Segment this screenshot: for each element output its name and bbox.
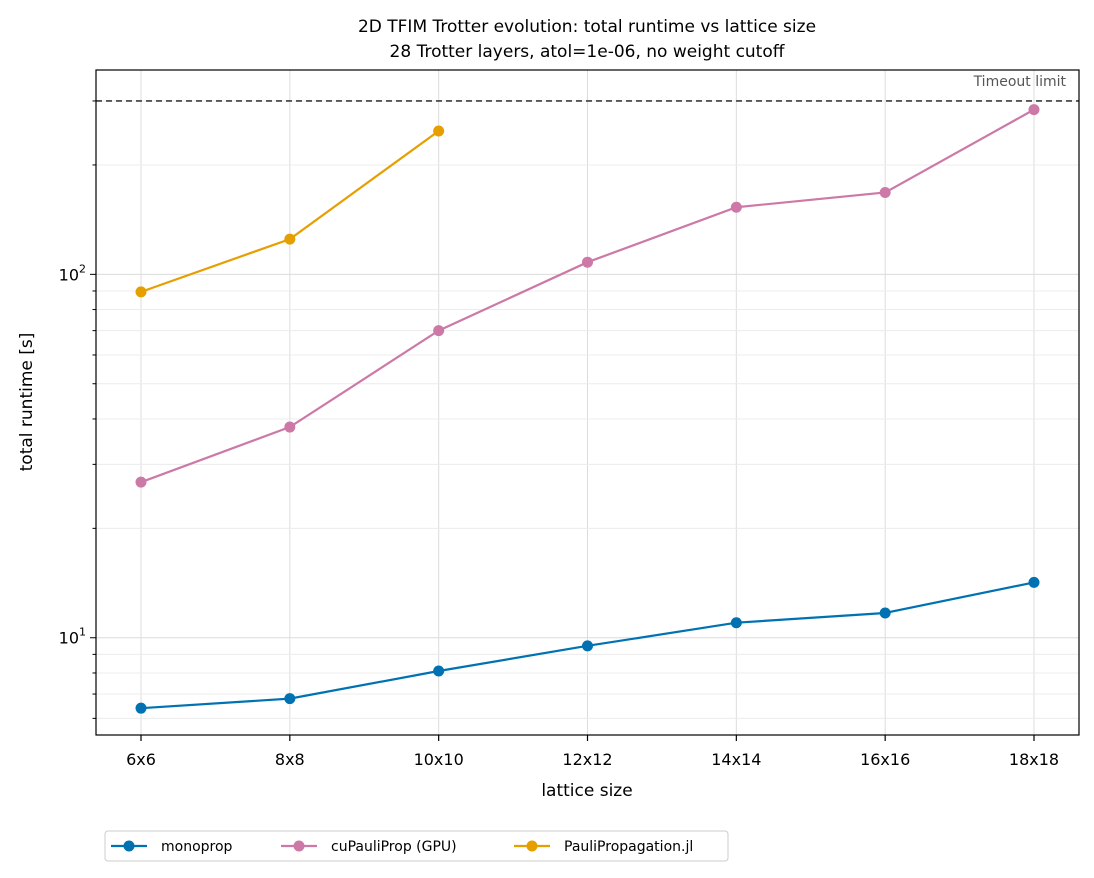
grid bbox=[96, 70, 1079, 735]
x-axis-ticks: 6x6 8x8 10x10 12x12 14x14 16x16 18x18 bbox=[126, 735, 1059, 769]
y-tick-label: 101 bbox=[59, 626, 86, 648]
chart-subtitle: 28 Trotter layers, atol=1e-06, no weight… bbox=[390, 42, 786, 62]
legend: monoprop cuPauliProp (GPU) PauliPropagatio… bbox=[104, 830, 729, 862]
data-point bbox=[284, 233, 296, 245]
data-point bbox=[1028, 104, 1040, 116]
data-point bbox=[730, 201, 742, 213]
x-tick-label: 12x12 bbox=[562, 750, 612, 769]
data-point bbox=[135, 476, 147, 488]
legend-swatch-marker bbox=[526, 840, 538, 852]
data-point bbox=[433, 665, 445, 677]
data-point bbox=[879, 186, 891, 198]
x-tick-label: 18x18 bbox=[1009, 750, 1059, 769]
data-point bbox=[135, 286, 147, 298]
timeout-label: Timeout limit bbox=[973, 74, 1067, 90]
legend-label: cuPauliProp (GPU) bbox=[331, 839, 457, 855]
data-point bbox=[433, 325, 445, 337]
data-point bbox=[1028, 576, 1040, 588]
data-point bbox=[730, 617, 742, 629]
y-axis-ticks: 101 102 bbox=[59, 100, 96, 719]
x-tick-label: 14x14 bbox=[711, 750, 761, 769]
x-tick-label: 10x10 bbox=[414, 750, 464, 769]
data-point bbox=[879, 607, 891, 619]
legend-swatch-marker bbox=[123, 840, 135, 852]
y-axis-label: total runtime [s] bbox=[17, 333, 37, 472]
data-point bbox=[582, 256, 593, 268]
series-group bbox=[135, 104, 1040, 714]
chart-title: 2D TFIM Trotter evolution: total runtime… bbox=[358, 17, 816, 37]
x-tick-label: 16x16 bbox=[860, 750, 910, 769]
data-point bbox=[284, 693, 296, 705]
data-point bbox=[433, 125, 445, 137]
legend-swatch-marker bbox=[293, 840, 305, 852]
legend-label: PauliPropagation.jl bbox=[564, 839, 693, 855]
legend-label: monoprop bbox=[161, 839, 233, 855]
data-point bbox=[284, 421, 296, 433]
x-tick-label: 8x8 bbox=[275, 750, 305, 769]
legend-frame bbox=[104, 830, 729, 862]
data-point bbox=[582, 640, 593, 652]
x-axis-label: lattice size bbox=[541, 781, 632, 801]
data-point bbox=[135, 702, 147, 714]
timeout-reference: Timeout limit bbox=[96, 74, 1079, 102]
y-tick-label: 102 bbox=[59, 262, 86, 284]
x-tick-label: 6x6 bbox=[126, 750, 156, 769]
